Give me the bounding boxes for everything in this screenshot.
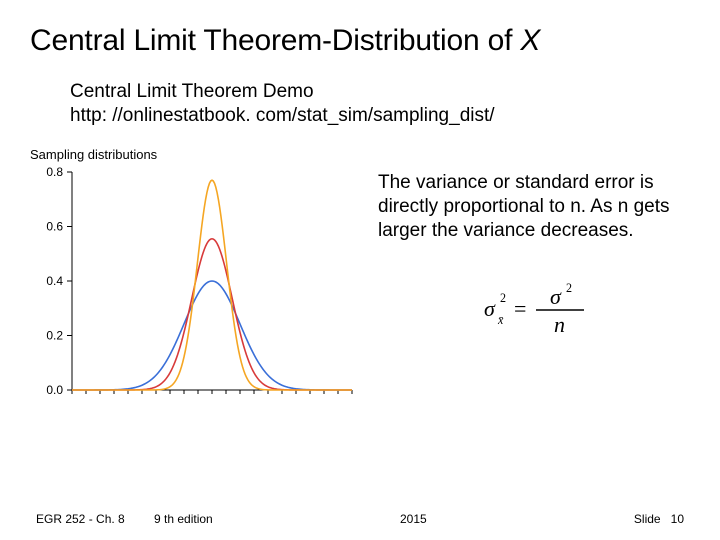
svg-text:x̄: x̄	[497, 313, 504, 327]
footer-slide: Slide 10	[604, 512, 684, 526]
explanation-text: The variance or standard error is direct…	[378, 171, 690, 244]
svg-text:0.4: 0.4	[46, 274, 63, 288]
svg-text:0.8: 0.8	[46, 166, 63, 179]
footer-slide-number: 10	[671, 512, 684, 526]
svg-text:0.6: 0.6	[46, 219, 63, 233]
demo-url: http: //onlinestatbook. com/stat_sim/sam…	[70, 104, 690, 128]
svg-text:σ: σ	[484, 296, 496, 321]
svg-text:=: =	[514, 296, 526, 321]
chart-svg: 0.0 0.2 0.4 0.6 0.8	[30, 166, 360, 410]
footer-edition: 9 th edition	[154, 512, 364, 526]
footer-slide-label: Slide	[634, 512, 661, 526]
slide-title: Central Limit Theorem-Distribution of X	[30, 24, 690, 58]
svg-text:0.0: 0.0	[46, 383, 63, 397]
variance-formula: σ2x̄=σ2n	[378, 278, 690, 345]
demo-label: Central Limit Theorem Demo	[70, 80, 690, 104]
title-prefix: Central Limit Theorem-Distribution of	[30, 24, 520, 57]
chart-title: Sampling distributions	[30, 147, 360, 162]
svg-text:2: 2	[566, 281, 572, 295]
slide-footer: EGR 252 - Ch. 8 9 th edition 2015 Slide …	[0, 512, 720, 526]
footer-course: EGR 252 - Ch. 8	[36, 512, 154, 526]
svg-text:n: n	[554, 312, 565, 337]
sampling-distributions-chart: Sampling distributions 0.0 0.2 0.4 0.6 0.8	[30, 147, 360, 410]
subtitle-block: Central Limit Theorem Demo http: //onlin…	[70, 80, 690, 129]
footer-year: 2015	[364, 512, 604, 526]
svg-text:0.2: 0.2	[46, 328, 63, 342]
title-variable: X	[520, 24, 540, 57]
svg-text:σ: σ	[550, 284, 562, 309]
svg-text:2: 2	[500, 291, 506, 305]
